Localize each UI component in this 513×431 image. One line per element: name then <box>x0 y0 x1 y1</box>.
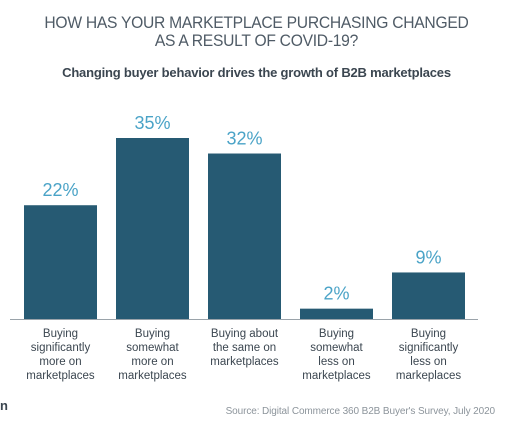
chart-title-line-2: AS A RESULT OF COVID-19? <box>154 31 359 50</box>
bar <box>392 272 465 319</box>
category-label-line: significantly <box>31 342 91 354</box>
category-label-line: significantly <box>399 342 459 354</box>
bar-value-label: 2% <box>323 284 349 304</box>
bar-value-label: 32% <box>226 129 262 149</box>
chart-title: HOW HAS YOUR MARKETPLACE PURCHASING CHAN… <box>20 14 492 50</box>
category-label-line: marketplaces <box>210 356 279 368</box>
bar <box>24 205 97 319</box>
bar-value-label: 35% <box>134 113 170 133</box>
category-label-line: marketplaces <box>118 370 187 382</box>
category-label-line: marketplaces <box>302 370 371 382</box>
category-label: Buying about the same on marketplaces <box>210 328 279 368</box>
category-label: Buying somewhat less on marketplaces <box>302 328 371 382</box>
edge-text-fragment: n <box>0 398 8 413</box>
category-label-line: Buying <box>43 328 78 340</box>
category-label-line: markeplaces <box>396 370 461 382</box>
category-label-line: more on <box>39 356 81 368</box>
bar-value-label: 22% <box>42 180 78 200</box>
bar <box>208 153 281 319</box>
bar <box>116 138 189 319</box>
category-label-line: Buying <box>411 328 446 340</box>
bar <box>300 308 373 319</box>
category-label-line: marketplaces <box>26 370 95 382</box>
category-label-line: Buying about <box>211 328 279 340</box>
category-label: Buying significantly less on markeplaces <box>396 328 461 382</box>
category-label-line: Buying <box>135 328 170 340</box>
category-label: Buying significantly more on marketplaces <box>26 328 95 382</box>
bar-value-label: 9% <box>415 247 441 267</box>
category-label-line: somewhat <box>310 342 363 354</box>
category-label-line: Buying <box>319 328 354 340</box>
category-label-line: less on <box>410 356 446 368</box>
category-label-line: less on <box>318 356 354 368</box>
category-label: Buying somewhat more on marketplaces <box>118 328 187 382</box>
chart-subtitle: Changing buyer behavior drives the growt… <box>62 65 451 80</box>
category-label-line: more on <box>131 356 173 368</box>
chart-title-line-1: HOW HAS YOUR MARKETPLACE PURCHASING CHAN… <box>44 13 469 32</box>
category-label-line: the same on <box>213 342 276 354</box>
source-note: Source: Digital Commerce 360 B2B Buyer's… <box>225 406 495 417</box>
category-label-line: somewhat <box>126 342 179 354</box>
